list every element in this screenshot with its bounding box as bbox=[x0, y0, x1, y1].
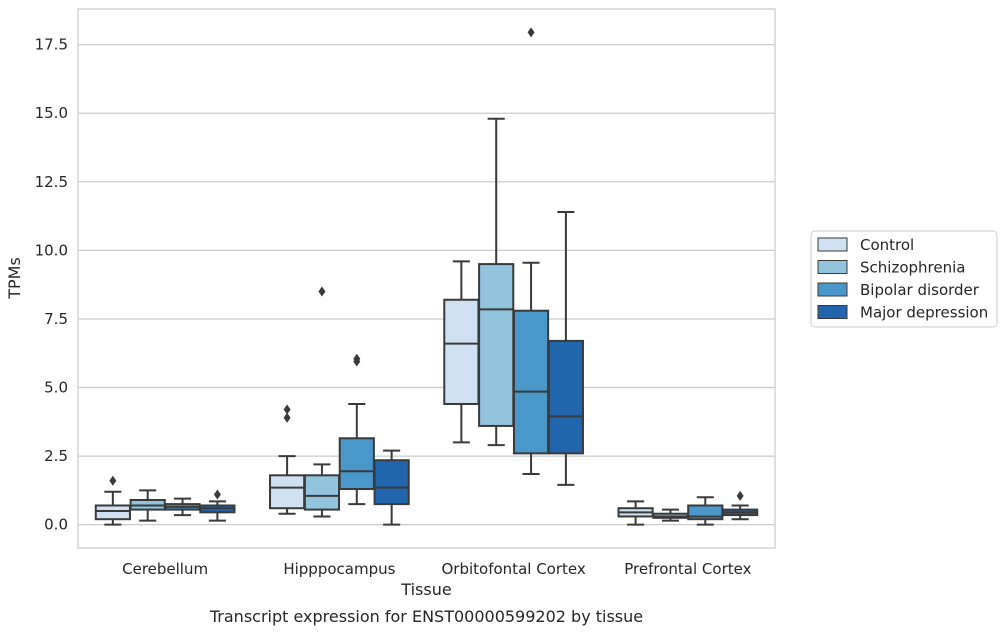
box-schizophrenia bbox=[478, 117, 515, 447]
y-tick-label: 2.5 bbox=[44, 447, 68, 465]
legend-label: Control bbox=[860, 236, 914, 254]
y-tick-label: 0.0 bbox=[44, 516, 68, 534]
box-bipolar-disorder bbox=[512, 27, 550, 475]
legend-swatch bbox=[817, 282, 848, 297]
x-tick-label: Hipppocampus bbox=[283, 560, 395, 578]
y-tick-label: 15.0 bbox=[35, 104, 68, 122]
box-iqr bbox=[94, 504, 131, 521]
x-axis-ticks: Cerebellum Hipppocampus Orbitofontal Corte… bbox=[122, 560, 751, 578]
legend-swatch bbox=[817, 237, 848, 252]
box-iqr bbox=[269, 474, 306, 510]
box-bipolar-disorder bbox=[338, 353, 375, 506]
gridlines bbox=[78, 44, 775, 526]
legend: Control Schizophrenia Bipolar disorder Majo… bbox=[810, 230, 998, 328]
legend-swatch bbox=[817, 305, 848, 319]
box-bipolar-disorder bbox=[164, 497, 201, 517]
box-major-depression bbox=[373, 449, 410, 526]
box-iqr bbox=[303, 474, 341, 511]
legend-label: Bipolar disorder bbox=[860, 281, 980, 299]
chart-caption: Transcript expression for ENST0000059920… bbox=[209, 607, 643, 626]
box-schizophrenia bbox=[303, 286, 341, 518]
outlier-point bbox=[318, 286, 326, 297]
box-iqr bbox=[478, 263, 515, 427]
box-schizophrenia bbox=[652, 508, 689, 522]
y-tick-label: 12.5 bbox=[35, 173, 68, 191]
box-control bbox=[617, 500, 654, 526]
box-control bbox=[443, 260, 480, 444]
y-axis-ticks: 0.0 2.5 5.0 7.5 10.0 12.5 15.0 17.5 bbox=[35, 36, 68, 534]
x-tick-label: Cerebellum bbox=[122, 560, 208, 578]
box-major-depression bbox=[199, 489, 236, 522]
outlier-point bbox=[283, 404, 291, 415]
x-tick-label: Prefrontal Cortex bbox=[624, 560, 751, 578]
legend-swatch bbox=[817, 260, 848, 274]
box-schizophrenia bbox=[129, 489, 166, 522]
outlier-point bbox=[353, 353, 361, 364]
box-iqr bbox=[373, 459, 410, 506]
x-tick-label: Orbitofontal Cortex bbox=[442, 560, 586, 578]
legend-label: Major depression bbox=[860, 304, 988, 322]
y-tick-label: 5.0 bbox=[44, 379, 68, 397]
box-iqr bbox=[443, 298, 480, 405]
outlier-point bbox=[213, 489, 221, 500]
outlier-point bbox=[527, 27, 535, 38]
y-tick-label: 7.5 bbox=[44, 310, 68, 328]
outlier-point bbox=[109, 475, 117, 486]
boxes bbox=[94, 27, 759, 526]
outlier-point bbox=[283, 412, 291, 423]
box-control bbox=[269, 404, 306, 515]
x-axis-label: Tissue bbox=[400, 580, 451, 599]
box-iqr bbox=[512, 309, 550, 455]
box-iqr bbox=[547, 339, 584, 455]
plot-frame bbox=[77, 8, 776, 549]
legend-frame bbox=[810, 230, 998, 328]
y-axis-label: TPMs bbox=[5, 257, 24, 300]
box-major-depression bbox=[722, 490, 759, 521]
y-tick-label: 10.0 bbox=[35, 241, 68, 259]
box-bipolar-disorder bbox=[687, 496, 724, 526]
outlier-point bbox=[736, 490, 744, 501]
box-control bbox=[94, 475, 131, 526]
box-iqr bbox=[338, 437, 375, 491]
legend-label: Schizophrenia bbox=[860, 259, 965, 277]
y-tick-label: 17.5 bbox=[35, 36, 68, 54]
box-major-depression bbox=[547, 210, 584, 486]
